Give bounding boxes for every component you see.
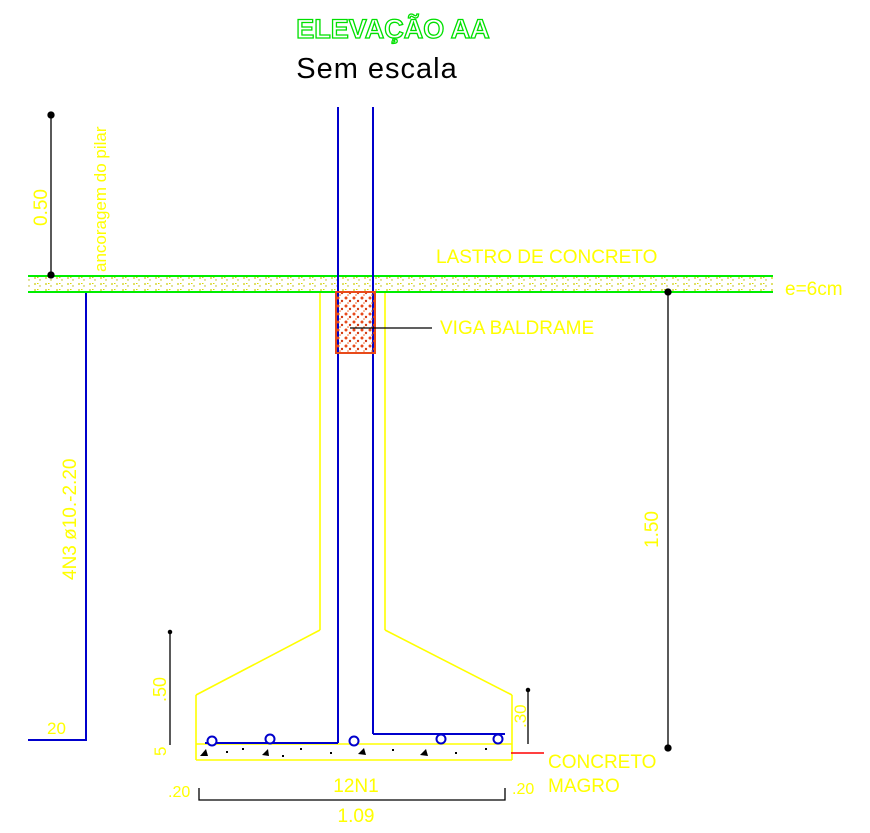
viga-baldrame	[335, 291, 376, 354]
lastro-de-concreto	[28, 275, 773, 293]
dimension-lines	[47, 111, 672, 801]
concreto-magro-fill	[200, 748, 487, 757]
dim-side-left: .20	[168, 784, 190, 801]
lastro-label: LASTRO DE CONCRETO	[436, 247, 657, 268]
lastro-thickness-label: e=6cm	[785, 279, 843, 300]
dim-depth: 1.50	[642, 511, 663, 548]
ancoragem-label: ancoragem do pilar	[91, 126, 110, 272]
concreto-label-line2: MAGRO	[548, 776, 620, 797]
bottom-bars	[206, 733, 504, 747]
footing-outline	[195, 293, 513, 761]
column-bars	[205, 107, 505, 744]
dim-base-height: .50	[150, 677, 170, 702]
dim-width: 1.09	[338, 806, 375, 827]
dim-bar-hook: 20	[47, 719, 66, 738]
drawing-title: ELEVAÇÃO AA	[296, 13, 490, 44]
dim-base-edge: .30	[511, 704, 530, 728]
dim-magro: 5	[151, 747, 170, 756]
dim-side-right: .20	[512, 781, 534, 798]
n1-label: 12N1	[333, 776, 378, 797]
concreto-label-line1: CONCRETO	[548, 752, 656, 773]
viga-label: VIGA BALDRAME	[440, 318, 594, 339]
anchorage-bar	[28, 293, 87, 741]
n3-label: 4N3 ø10.-2.20	[60, 459, 81, 580]
drawing-subtitle: Sem escala	[296, 53, 458, 85]
dim-top-anchor: 0.50	[31, 189, 52, 226]
